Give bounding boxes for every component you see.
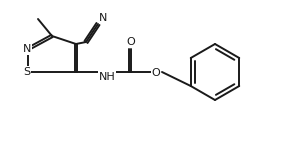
Text: NH: NH: [99, 72, 115, 82]
Text: S: S: [24, 67, 31, 77]
Text: N: N: [99, 13, 107, 23]
Text: O: O: [127, 37, 135, 47]
Text: O: O: [152, 68, 160, 78]
Text: N: N: [23, 44, 31, 54]
